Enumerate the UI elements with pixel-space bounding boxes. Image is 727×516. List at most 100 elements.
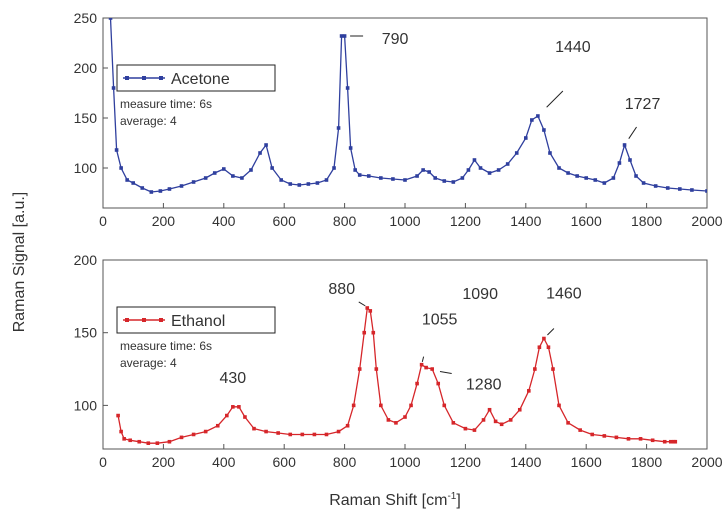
- peak-annotation: 1055: [422, 312, 458, 329]
- acetone-panel: 0 200 400 600 800 1000 1200 1400 1600 1800 2000 100…: [74, 10, 723, 229]
- data-point: [409, 403, 413, 408]
- data-point: [312, 432, 317, 437]
- y-axis-title: Raman Signal [a.u.]: [11, 192, 28, 333]
- data-point: [653, 184, 658, 188]
- data-point: [108, 18, 113, 20]
- data-point: [345, 86, 350, 90]
- data-point: [493, 419, 498, 424]
- data-point: [430, 367, 434, 371]
- data-point: [628, 158, 632, 162]
- annotation-leader: [546, 90, 564, 108]
- data-point: [505, 162, 510, 166]
- data-point: [279, 178, 283, 182]
- data-point: [566, 171, 570, 175]
- data-point: [533, 367, 537, 371]
- data-point: [212, 171, 217, 175]
- x-tick-label: 200: [152, 213, 176, 229]
- data-point: [179, 184, 184, 188]
- data-point: [300, 432, 305, 437]
- data-point: [668, 439, 673, 444]
- data-point: [249, 168, 253, 172]
- data-point: [542, 336, 546, 341]
- data-point: [379, 176, 383, 180]
- data-point: [542, 128, 546, 132]
- data-point: [167, 187, 172, 191]
- data-point: [243, 415, 247, 419]
- measure-note: average: 4: [120, 114, 177, 128]
- data-point: [368, 309, 373, 313]
- x-tick-label: 600: [273, 213, 297, 229]
- data-point: [481, 418, 486, 422]
- peak-annotation: 1460: [546, 286, 582, 303]
- x-tick-label: 1600: [571, 454, 602, 470]
- data-point: [222, 167, 226, 171]
- data-point: [537, 345, 542, 350]
- x-tick-label: 1200: [450, 213, 481, 229]
- data-point: [403, 415, 407, 419]
- data-point: [191, 432, 196, 437]
- measure-note: measure time: 6s: [120, 339, 212, 353]
- data-point: [578, 428, 582, 432]
- data-point: [650, 438, 655, 443]
- data-point: [306, 182, 311, 186]
- x-tick-label: 1800: [631, 454, 662, 470]
- x-tick-label: 1800: [631, 213, 662, 229]
- data-point: [508, 418, 513, 422]
- data-point: [336, 126, 341, 130]
- legend-marker: [142, 76, 146, 80]
- data-point: [240, 176, 244, 180]
- data-point: [590, 432, 595, 437]
- x-tick-label: 1200: [450, 454, 481, 470]
- data-point: [641, 181, 646, 185]
- data-point: [365, 306, 370, 310]
- data-point: [362, 330, 367, 335]
- y-tick-label: 150: [74, 110, 98, 126]
- series-group: [116, 306, 678, 445]
- data-point: [215, 423, 220, 428]
- legend-label: Ethanol: [171, 313, 225, 330]
- data-point: [527, 389, 531, 393]
- data-point: [391, 177, 395, 181]
- data-point: [472, 428, 477, 432]
- data-point: [357, 367, 362, 371]
- ethanol-panel: 0 200 400 600 800 1000 1200 1400 1600 1800 2000 100…: [74, 252, 723, 470]
- data-point: [472, 158, 477, 162]
- data-point: [122, 437, 126, 441]
- y-tick-label: 100: [74, 160, 98, 176]
- peak-annotation: 1727: [625, 96, 661, 113]
- peak-annotation: 1090: [462, 286, 498, 303]
- data-point: [270, 166, 274, 170]
- annotation-leader: [358, 301, 366, 307]
- data-point: [345, 423, 350, 428]
- data-point: [546, 345, 551, 350]
- peak-annotation: 1280: [466, 376, 502, 393]
- legend-marker: [125, 76, 129, 80]
- data-point: [357, 173, 362, 177]
- data-point: [332, 166, 336, 170]
- x-tick-label: 2000: [691, 213, 722, 229]
- measure-note: measure time: 6s: [120, 97, 212, 111]
- data-point: [548, 151, 552, 155]
- data-point: [131, 181, 135, 185]
- data-point: [557, 166, 561, 170]
- data-point: [415, 381, 419, 386]
- series-group: [108, 18, 707, 194]
- data-point: [386, 418, 391, 422]
- data-point: [324, 178, 329, 182]
- data-point: [276, 431, 280, 435]
- data-point: [427, 170, 431, 174]
- data-point: [611, 176, 616, 180]
- data-point: [353, 168, 357, 172]
- data-point: [487, 171, 492, 175]
- data-point: [617, 161, 622, 165]
- data-point: [231, 405, 235, 409]
- data-point: [673, 439, 678, 444]
- data-point: [116, 413, 120, 418]
- data-point: [149, 190, 154, 194]
- x-tick-label: 800: [333, 213, 357, 229]
- plot-frame: [102, 259, 708, 450]
- data-point: [678, 187, 682, 191]
- peak-annotation: 430: [220, 370, 247, 387]
- data-point: [466, 168, 471, 172]
